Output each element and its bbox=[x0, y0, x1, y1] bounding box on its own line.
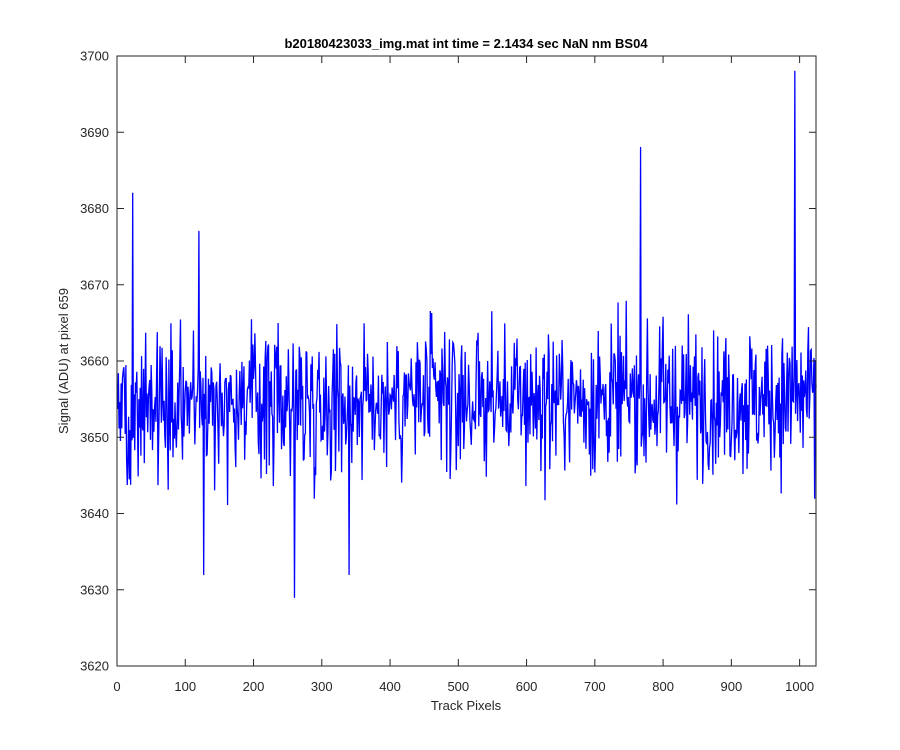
series-layer bbox=[117, 70, 817, 598]
x-tick-label: 1000 bbox=[785, 679, 814, 694]
series-line bbox=[117, 71, 817, 598]
y-axis-label: Signal (ADU) at pixel 659 bbox=[56, 288, 71, 434]
x-tick-label: 400 bbox=[379, 679, 401, 694]
y-tick-label: 3670 bbox=[80, 277, 109, 292]
notable-point bbox=[639, 146, 642, 149]
x-axis-ticks: 0 100 200 300 400 500 600 700 800 900 1000 bbox=[113, 56, 814, 694]
x-tick-label: 800 bbox=[652, 679, 674, 694]
notable-point bbox=[203, 573, 205, 576]
x-tick-label: 600 bbox=[516, 679, 538, 694]
x-tick-label: 700 bbox=[584, 679, 606, 694]
y-axis-ticks: 3620 3630 3640 3650 3660 3670 3680 3690 3700 bbox=[80, 49, 816, 674]
notable-point bbox=[348, 573, 350, 576]
notable-point bbox=[198, 230, 200, 232]
x-tick-label: 900 bbox=[721, 679, 743, 694]
y-tick-label: 3630 bbox=[80, 582, 109, 597]
x-tick-label: 500 bbox=[447, 679, 469, 694]
plot-area bbox=[117, 56, 816, 666]
y-tick-label: 3690 bbox=[80, 125, 109, 140]
y-tick-label: 3700 bbox=[80, 49, 109, 64]
y-tick-label: 3680 bbox=[80, 201, 109, 216]
chart-title: b20180423033_img.mat int time = 2.1434 s… bbox=[284, 36, 648, 51]
notable-point bbox=[293, 596, 296, 598]
y-tick-label: 3620 bbox=[80, 659, 109, 674]
x-tick-label: 0 bbox=[113, 679, 120, 694]
notable-point bbox=[794, 70, 796, 72]
y-tick-label: 3640 bbox=[80, 506, 109, 521]
x-axis-label: Track Pixels bbox=[431, 698, 502, 713]
notable-point bbox=[814, 497, 816, 499]
x-tick-label: 300 bbox=[311, 679, 333, 694]
x-tick-label: 100 bbox=[174, 679, 196, 694]
y-tick-label: 3650 bbox=[80, 430, 109, 445]
notable-point bbox=[132, 192, 134, 194]
y-tick-label: 3660 bbox=[80, 354, 109, 369]
x-tick-label: 200 bbox=[243, 679, 265, 694]
